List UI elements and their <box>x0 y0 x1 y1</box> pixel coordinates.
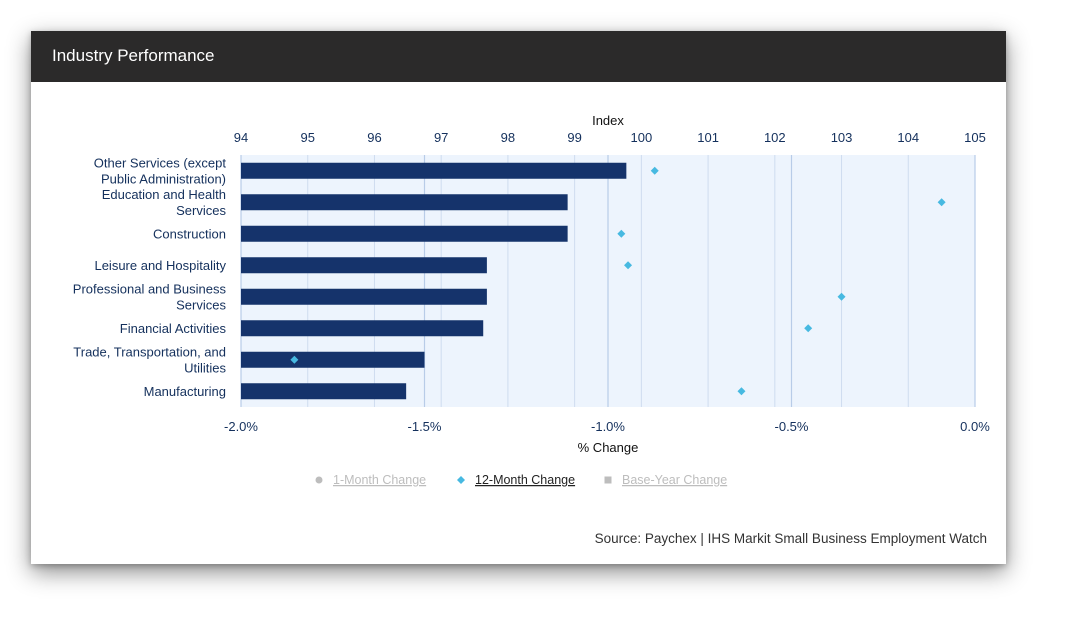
square-icon <box>604 476 612 484</box>
legend: 1-Month Change 12-Month Change Base-Year C… <box>315 473 728 487</box>
diamond-icon <box>457 476 465 484</box>
category-label: Professional and Business Services <box>73 281 227 312</box>
bottom-axis: -2.0% -1.5% -1.0% -0.5% 0.0% <box>224 419 990 434</box>
bar[interactable] <box>241 288 487 305</box>
bottom-axis-tick-label: -1.5% <box>408 419 442 434</box>
category-label: Leisure and Hospitality <box>94 258 226 273</box>
legend-label: 1-Month Change <box>333 473 426 487</box>
index-marker[interactable] <box>290 355 299 364</box>
bar[interactable] <box>241 162 627 179</box>
industry-performance-chart: 94 95 96 97 98 99 100 101 102 103 104 105 Index Oth… <box>73 113 990 487</box>
bar[interactable] <box>241 383 407 400</box>
bar[interactable] <box>241 225 568 242</box>
top-axis-title: Index <box>592 113 624 128</box>
category-label: Construction <box>153 226 226 241</box>
legend-item-12-month-change[interactable]: 12-Month Change <box>457 473 575 487</box>
index-marker[interactable] <box>650 166 659 175</box>
category-labels: Other Services (except Public Administrat… <box>73 155 227 399</box>
bottom-axis-tick-label: 0.0% <box>960 419 990 434</box>
index-marker[interactable] <box>837 292 846 301</box>
legend-item-base-year-change[interactable]: Base-Year Change <box>604 473 728 487</box>
card-title: Industry Performance <box>52 46 215 65</box>
grid-layer <box>240 155 976 407</box>
top-axis: 94 95 96 97 98 99 100 101 102 103 104 105 <box>234 130 986 145</box>
card-header: Industry Performance <box>31 31 1006 82</box>
bottom-axis-tick-label: -0.5% <box>775 419 809 434</box>
category-label: Education and Health Services <box>102 187 227 218</box>
circle-icon <box>315 476 323 484</box>
top-axis-tick-label: 105 <box>964 130 986 145</box>
top-axis-tick-label: 95 <box>300 130 314 145</box>
top-axis-tick-label: 103 <box>831 130 853 145</box>
bar[interactable] <box>241 320 484 337</box>
legend-item-1-month-change[interactable]: 1-Month Change <box>315 473 427 487</box>
index-marker[interactable] <box>937 198 946 207</box>
legend-label: Base-Year Change <box>622 473 727 487</box>
top-axis-tick-label: 97 <box>434 130 448 145</box>
top-axis-tick-label: 102 <box>764 130 786 145</box>
category-label: Manufacturing <box>144 384 226 399</box>
bar[interactable] <box>241 351 425 368</box>
top-axis-tick-label: 94 <box>234 130 248 145</box>
category-label: Other Services (except Public Administrat… <box>94 155 227 186</box>
index-marker[interactable] <box>737 387 746 396</box>
marker-series <box>290 166 946 396</box>
bottom-axis-title: % Change <box>578 440 639 455</box>
index-marker[interactable] <box>804 324 813 333</box>
top-axis-tick-label: 99 <box>567 130 581 145</box>
index-marker[interactable] <box>624 261 633 270</box>
category-label: Trade, Transportation, and Utilities <box>73 344 226 375</box>
legend-label: 12-Month Change <box>475 473 575 487</box>
index-marker[interactable] <box>617 229 626 238</box>
bar[interactable] <box>241 194 568 211</box>
category-label: Financial Activities <box>120 321 227 336</box>
chart-card: Industry Performance 94 95 96 97 98 99 100 101 1… <box>31 31 1006 564</box>
top-axis-tick-label: 101 <box>697 130 719 145</box>
bar[interactable] <box>241 257 487 274</box>
top-axis-tick-label: 100 <box>631 130 653 145</box>
bottom-axis-tick-label: -2.0% <box>224 419 258 434</box>
source-note: Source: Paychex | IHS Markit Small Busin… <box>594 531 987 546</box>
bottom-axis-tick-label: -1.0% <box>591 419 625 434</box>
top-axis-tick-label: 104 <box>897 130 919 145</box>
top-axis-tick-label: 96 <box>367 130 381 145</box>
top-axis-tick-label: 98 <box>501 130 515 145</box>
bar-series <box>241 162 627 400</box>
